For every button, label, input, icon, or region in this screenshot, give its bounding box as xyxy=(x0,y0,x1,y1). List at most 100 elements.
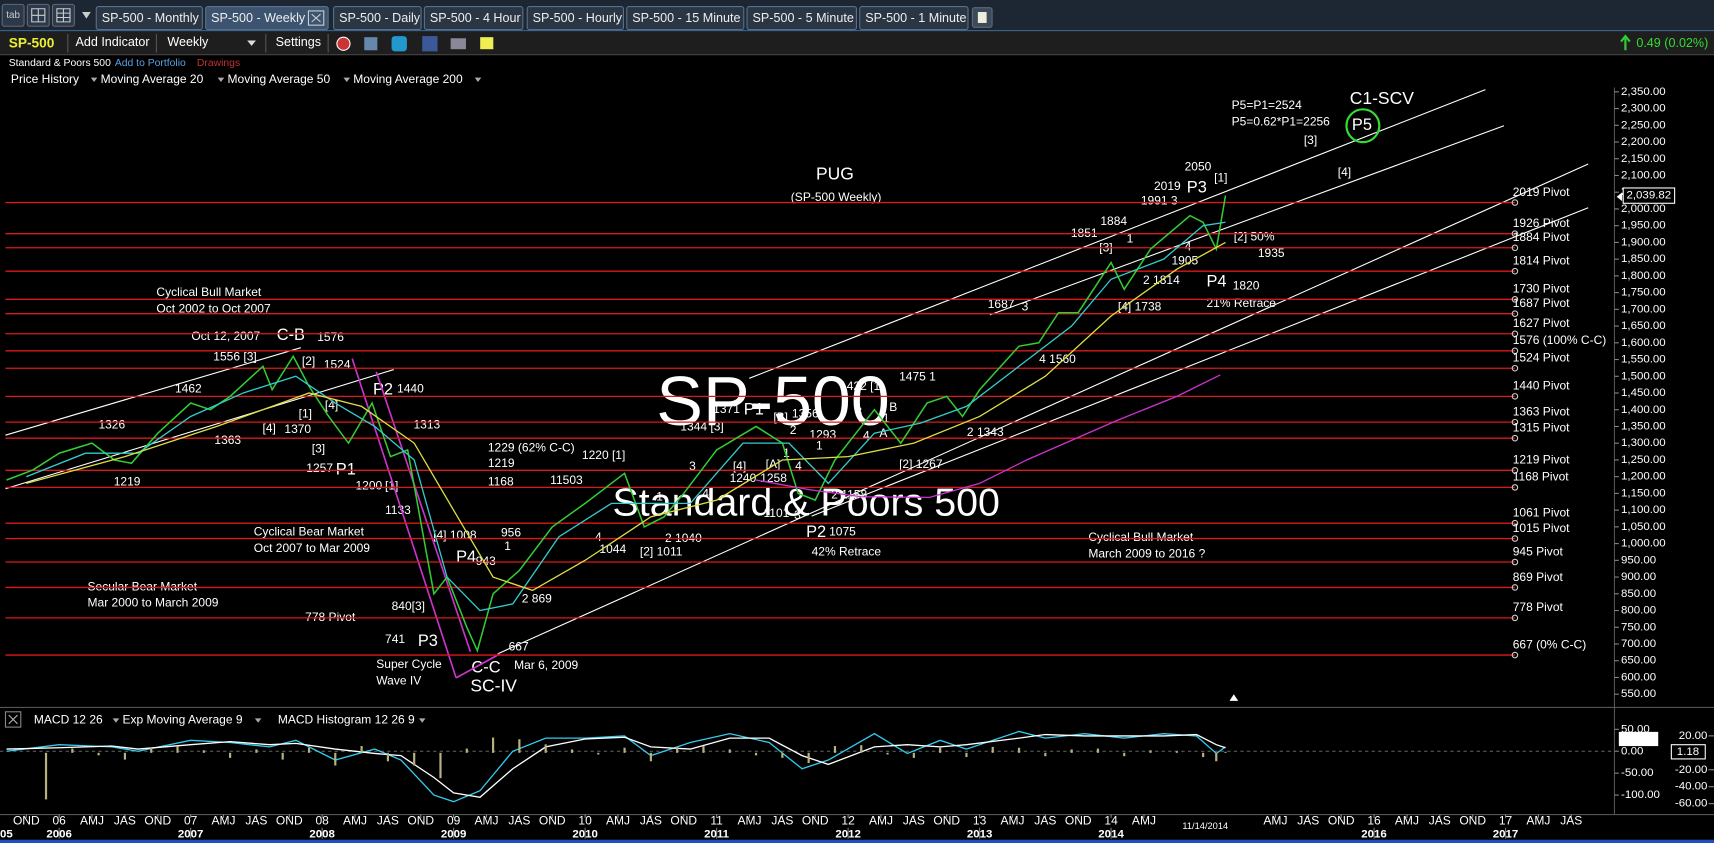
legend-item[interactable]: Moving Average 20 xyxy=(101,72,204,86)
annotation: 2019 xyxy=(1154,179,1181,193)
histogram-bar xyxy=(150,747,153,753)
annotation: [1] xyxy=(299,407,312,421)
settings[interactable]: Settings xyxy=(276,35,321,49)
alert-icon[interactable] xyxy=(336,36,351,51)
annotation: 1935 xyxy=(1258,246,1285,260)
tab-label[interactable]: SP-500 - Daily xyxy=(339,11,421,25)
note-icon[interactable] xyxy=(480,37,494,50)
annotation: P5=0.62*P1=2256 xyxy=(1232,115,1331,129)
pivot-end xyxy=(1511,347,1519,355)
y-tick-label: 1,650.00 xyxy=(1621,320,1666,332)
year-label: 2013 xyxy=(967,828,993,840)
annotation: 1133 xyxy=(385,503,411,517)
tab-label[interactable]: SP-500 - Hourly xyxy=(533,11,623,25)
y-tick-label: -50.00 xyxy=(1621,767,1654,779)
pivot-end xyxy=(1511,364,1519,372)
annotation: March 2009 to 2016 ? xyxy=(1088,547,1205,561)
legend-dropdown[interactable] xyxy=(90,77,98,83)
series-line xyxy=(6,195,1227,653)
print-icon[interactable] xyxy=(364,37,378,51)
chart-background xyxy=(0,54,1714,843)
y-tick-label: 2,350.00 xyxy=(1621,86,1666,98)
tab-close[interactable] xyxy=(307,10,325,26)
add-indicator[interactable]: Add Indicator xyxy=(75,35,149,49)
tab[interactable] xyxy=(746,6,857,31)
annotation: 21% Retrace xyxy=(1206,296,1276,310)
pivot-label: 667 (0% C-C) xyxy=(1513,637,1586,651)
year-label: 2017 xyxy=(1493,828,1519,840)
tab[interactable] xyxy=(205,6,329,31)
annotation: 1101 xyxy=(763,506,789,520)
annotation: 1 xyxy=(883,411,890,425)
y-tick-label: 1,950.00 xyxy=(1621,220,1666,232)
y2-tick-label: -60.00 xyxy=(1675,798,1708,810)
tab-label[interactable]: SP-500 - Weekly xyxy=(211,11,306,25)
annotation: P1 xyxy=(744,400,764,418)
tab-label[interactable]: SP-500 - 4 Hour xyxy=(430,11,521,25)
tab-menu-arrow[interactable] xyxy=(82,12,91,19)
annotation: 4 xyxy=(1185,239,1192,253)
annotation: Mar 6, 2009 xyxy=(514,658,578,672)
legend-item[interactable]: Price History xyxy=(11,72,79,86)
histogram-bar xyxy=(1044,752,1047,757)
y-tick-label: 1,100.00 xyxy=(1621,504,1666,516)
camera-icon[interactable] xyxy=(450,38,466,50)
tab[interactable] xyxy=(526,6,625,31)
tab-label[interactable]: SP-500 - 5 Minute xyxy=(753,11,854,25)
annotation: P3 xyxy=(418,632,438,650)
histogram-bar xyxy=(1123,752,1126,757)
legend-item[interactable]: MACD Histogram 12 26 9 xyxy=(278,713,415,727)
annotation: Oct 2002 to Oct 2007 xyxy=(156,302,271,316)
legend-dropdown[interactable] xyxy=(418,718,426,723)
tab-label[interactable]: SP-500 - Monthly xyxy=(102,11,200,25)
channel-line xyxy=(811,207,1589,517)
y-tick-label: 1,600.00 xyxy=(1621,337,1666,349)
hist-value-label: 1.18 xyxy=(1677,746,1699,758)
year-label: 2016 xyxy=(1361,828,1387,840)
legend-item[interactable]: Moving Average 50 xyxy=(228,72,331,86)
pivot-end xyxy=(1511,519,1519,527)
facebook-icon[interactable] xyxy=(422,36,438,52)
tab[interactable] xyxy=(95,6,203,31)
tab[interactable] xyxy=(423,6,524,31)
menu-button[interactable] xyxy=(1,3,25,27)
legend-dropdown[interactable] xyxy=(343,77,351,83)
x-tick-label: AMJ xyxy=(1395,813,1419,827)
tab[interactable] xyxy=(333,6,422,31)
legend-item[interactable]: Exp Moving Average 9 xyxy=(123,713,243,727)
tab-label[interactable]: SP-500 - 1 Minute xyxy=(865,11,966,25)
annotation: PUG xyxy=(816,164,854,184)
annotation: 778 Pivot xyxy=(305,610,356,624)
tab[interactable] xyxy=(626,6,745,31)
x-tick-label: AMJ xyxy=(343,813,367,827)
twitter-icon[interactable] xyxy=(391,36,407,52)
y-tick-label: 850.00 xyxy=(1621,588,1656,600)
y-tick-label: 1,000.00 xyxy=(1621,538,1666,550)
x-tick-label: AMJ xyxy=(737,813,761,827)
legend-dropdown[interactable] xyxy=(254,718,262,723)
legend-dropdown[interactable] xyxy=(217,77,225,83)
drawings[interactable]: Drawings xyxy=(197,58,240,69)
x-tick-label: AMJ xyxy=(1263,813,1287,827)
x-tick-label: AMJ xyxy=(1132,813,1156,827)
annotation: 1293 xyxy=(809,427,836,441)
legend-dropdown[interactable] xyxy=(474,77,482,83)
histogram-bar xyxy=(1149,750,1152,753)
interval[interactable]: Weekly xyxy=(167,35,209,49)
tab-label[interactable]: SP-500 - 15 Minute xyxy=(632,11,740,25)
close-panel-button[interactable] xyxy=(4,711,22,728)
legend-dropdown[interactable] xyxy=(112,718,120,723)
tab[interactable] xyxy=(859,6,969,31)
histogram-bar xyxy=(229,752,232,758)
y-tick-label: 2,000.00 xyxy=(1621,203,1666,215)
pivot-end xyxy=(1511,267,1519,275)
pivot-end xyxy=(1511,467,1519,474)
legend-item[interactable]: Moving Average 200 xyxy=(353,72,463,86)
annotation: 1219 xyxy=(114,474,141,488)
dropdown-arrow[interactable] xyxy=(247,40,256,46)
legend-item[interactable]: MACD 12 26 xyxy=(34,713,103,727)
channel-line xyxy=(989,125,1505,316)
add-portfolio[interactable]: Add to Portfolio xyxy=(115,58,186,69)
